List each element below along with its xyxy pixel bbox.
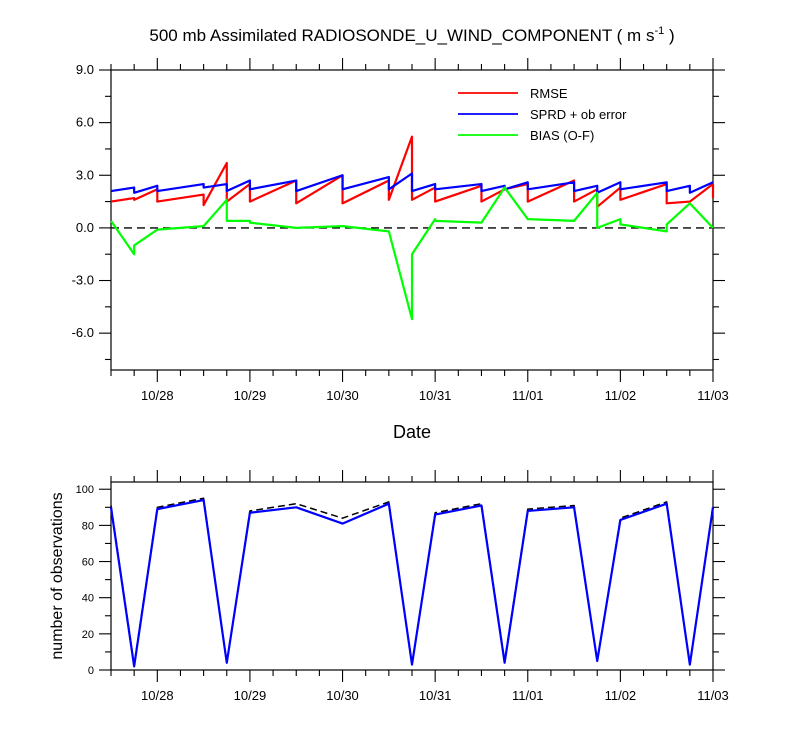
bottom-y-axis-label: number of observations <box>49 492 66 659</box>
x-tick-label: 10/30 <box>326 388 359 403</box>
chart-title: 500 mb Assimilated RADIOSONDE_U_WIND_COM… <box>149 25 674 45</box>
x-tick-label: 11/01 <box>512 688 544 703</box>
y-tick-label: 100 <box>76 484 94 496</box>
y-tick-label: 20 <box>82 629 94 641</box>
legend-label: BIAS (O-F) <box>530 128 594 143</box>
legend: RMSE SPRD + ob error BIAS (O-F) <box>458 86 627 143</box>
y-tick-label: -6.0 <box>72 325 94 340</box>
x-tick-label: 10/29 <box>234 388 267 403</box>
y-tick-label: 6.0 <box>76 115 94 130</box>
x-tick-label: 11/03 <box>697 388 729 403</box>
x-tick-label: 10/28 <box>141 388 174 403</box>
x-tick-label: 11/01 <box>512 388 544 403</box>
y-tick-label: 0.0 <box>76 220 94 235</box>
series-line-rmse <box>110 135 715 208</box>
series-line-solid <box>109 498 715 668</box>
y-tick-label: 80 <box>82 520 94 532</box>
series-line-bias-o-f <box>110 186 714 321</box>
x-tick-label: 11/02 <box>605 688 637 703</box>
bottom-panel: 10/28 10/29 10/30 10/31 11/01 11/02 11/03 0 20 40… <box>76 470 729 703</box>
x-tick-label: 10/28 <box>141 688 174 703</box>
y-tick-label: -3.0 <box>72 273 94 288</box>
bottom-plot-frame <box>110 481 714 671</box>
series-line-sprd-ob-error <box>110 172 714 194</box>
x-tick-label: 11/02 <box>605 388 637 403</box>
y-tick-label: 3.0 <box>76 167 94 182</box>
top-panel: 10/28 10/29 10/30 10/31 11/01 11/02 11/03 9.0 6.… <box>72 58 729 403</box>
y-tick-label: 40 <box>82 593 94 605</box>
x-tick-label: 11/03 <box>697 688 729 703</box>
x-tick-label: 10/31 <box>419 688 452 703</box>
x-tick-label: 10/29 <box>234 688 267 703</box>
x-axis-label: Date <box>393 422 431 442</box>
legend-label: RMSE <box>530 86 568 101</box>
x-tick-label: 10/30 <box>326 688 359 703</box>
y-tick-label: 60 <box>82 557 94 569</box>
x-tick-label: 10/31 <box>419 388 452 403</box>
y-tick-label: 0 <box>88 665 94 677</box>
series-line-dashed <box>110 497 714 666</box>
legend-label: SPRD + ob error <box>530 107 627 122</box>
y-tick-label: 9.0 <box>76 62 94 77</box>
